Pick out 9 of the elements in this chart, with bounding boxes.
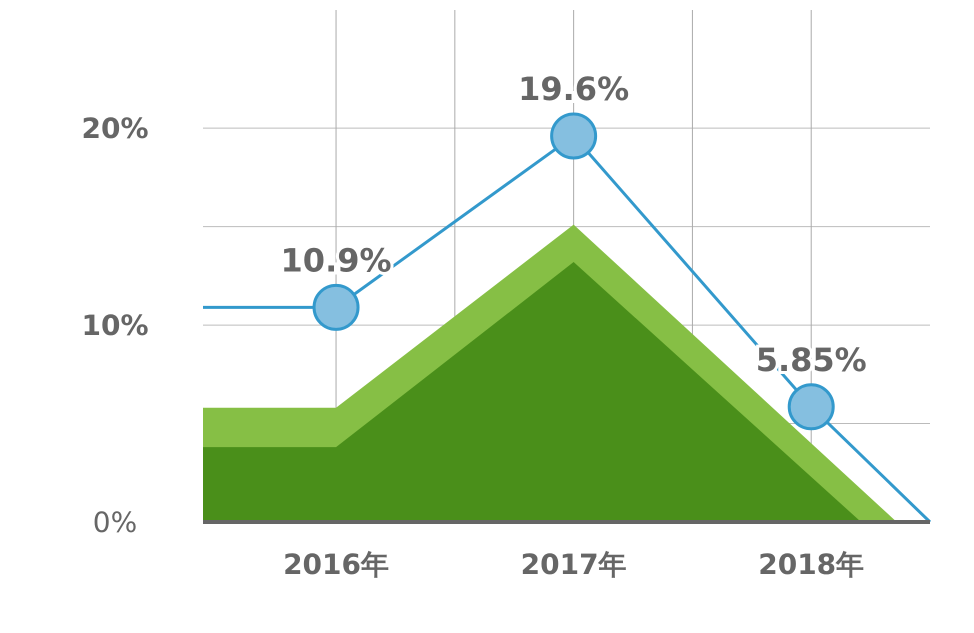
point — [788, 383, 835, 430]
x-tick-label: 2018年 — [758, 548, 864, 581]
point — [312, 284, 360, 331]
point — [550, 112, 598, 160]
y-tick-label: 0% — [92, 506, 138, 539]
y-tick-label: 20% — [81, 112, 149, 145]
x-tick-label: 2016年 — [283, 548, 390, 581]
y-tick-label: 10% — [81, 308, 149, 342]
x-tick-label: 2017年 — [520, 548, 627, 581]
